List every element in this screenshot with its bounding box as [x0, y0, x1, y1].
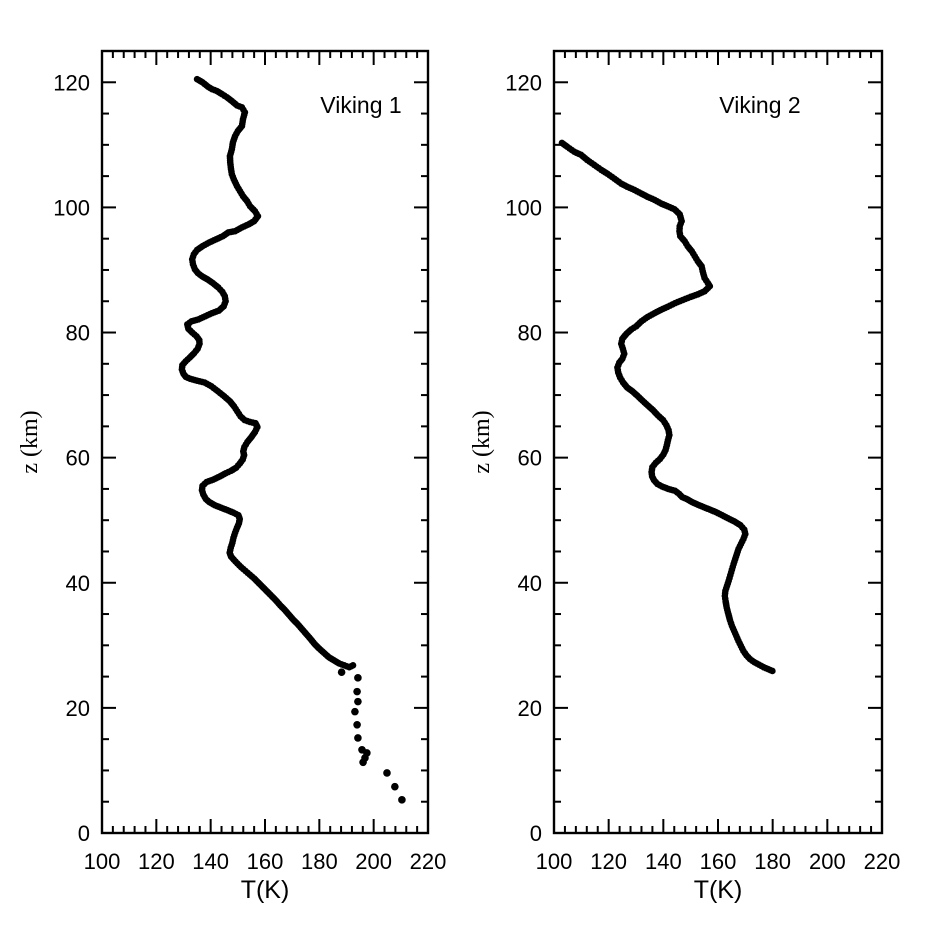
x-tick-label: 120: [590, 849, 627, 874]
y-tick-label: 60: [66, 446, 90, 471]
y-tick-label: 120: [53, 70, 90, 95]
y-tick-label: 40: [66, 571, 90, 596]
plot-title: Viking 2: [719, 92, 800, 118]
plot-viking2: 100 120 140 160 180 200 220 0 20 40 60 80 100 120 Viki…: [469, 49, 901, 904]
x-tick-label: 140: [192, 849, 229, 874]
x-tick-label: 160: [700, 849, 737, 874]
y-tick-label: 100: [53, 195, 90, 220]
y-tick-label: 100: [505, 195, 542, 220]
x-tick-label: 200: [809, 849, 846, 874]
y-tick-label: 80: [518, 321, 542, 346]
plot-title: Viking 1: [320, 92, 401, 118]
x-tick-label: 200: [355, 849, 392, 874]
x-tick-label: 140: [645, 849, 682, 874]
y-tick-label: 80: [66, 321, 90, 346]
y-tick-label: 0: [78, 821, 90, 846]
y-tick-label: 40: [518, 571, 542, 596]
x-tick-label: 220: [410, 849, 447, 874]
x-tick-label: 220: [864, 849, 901, 874]
x-tick-label: 100: [536, 849, 573, 874]
viking1-series-0-points: [178, 75, 357, 671]
y-tick-label: 120: [505, 70, 542, 95]
y-tick-label: 20: [518, 696, 542, 721]
y-tick-label: 20: [66, 696, 90, 721]
y-axis-label: z (km): [17, 410, 43, 473]
y-axis-label: z (km): [469, 410, 495, 473]
viking2-series-0-points: [558, 139, 776, 675]
x-tick-label: 180: [754, 849, 791, 874]
y-tick-label: 0: [530, 821, 542, 846]
x-tick-label: 100: [84, 849, 121, 874]
y-tick-label: 60: [518, 446, 542, 471]
x-tick-label: 160: [247, 849, 284, 874]
plot-viking1: 100 120 140 160 180 200 220 0 20 40 60 80 100 120 Viki…: [17, 49, 447, 904]
x-tick-label: 120: [138, 849, 175, 874]
axis-ticks: [553, 50, 883, 834]
viking1-series-1-points: [337, 668, 406, 804]
x-axis-label: T(K): [241, 876, 290, 904]
plot-frame: [100, 49, 430, 835]
x-axis-label: T(K): [694, 876, 743, 904]
axis-ticks: [101, 50, 429, 834]
x-tick-label: 180: [301, 849, 338, 874]
